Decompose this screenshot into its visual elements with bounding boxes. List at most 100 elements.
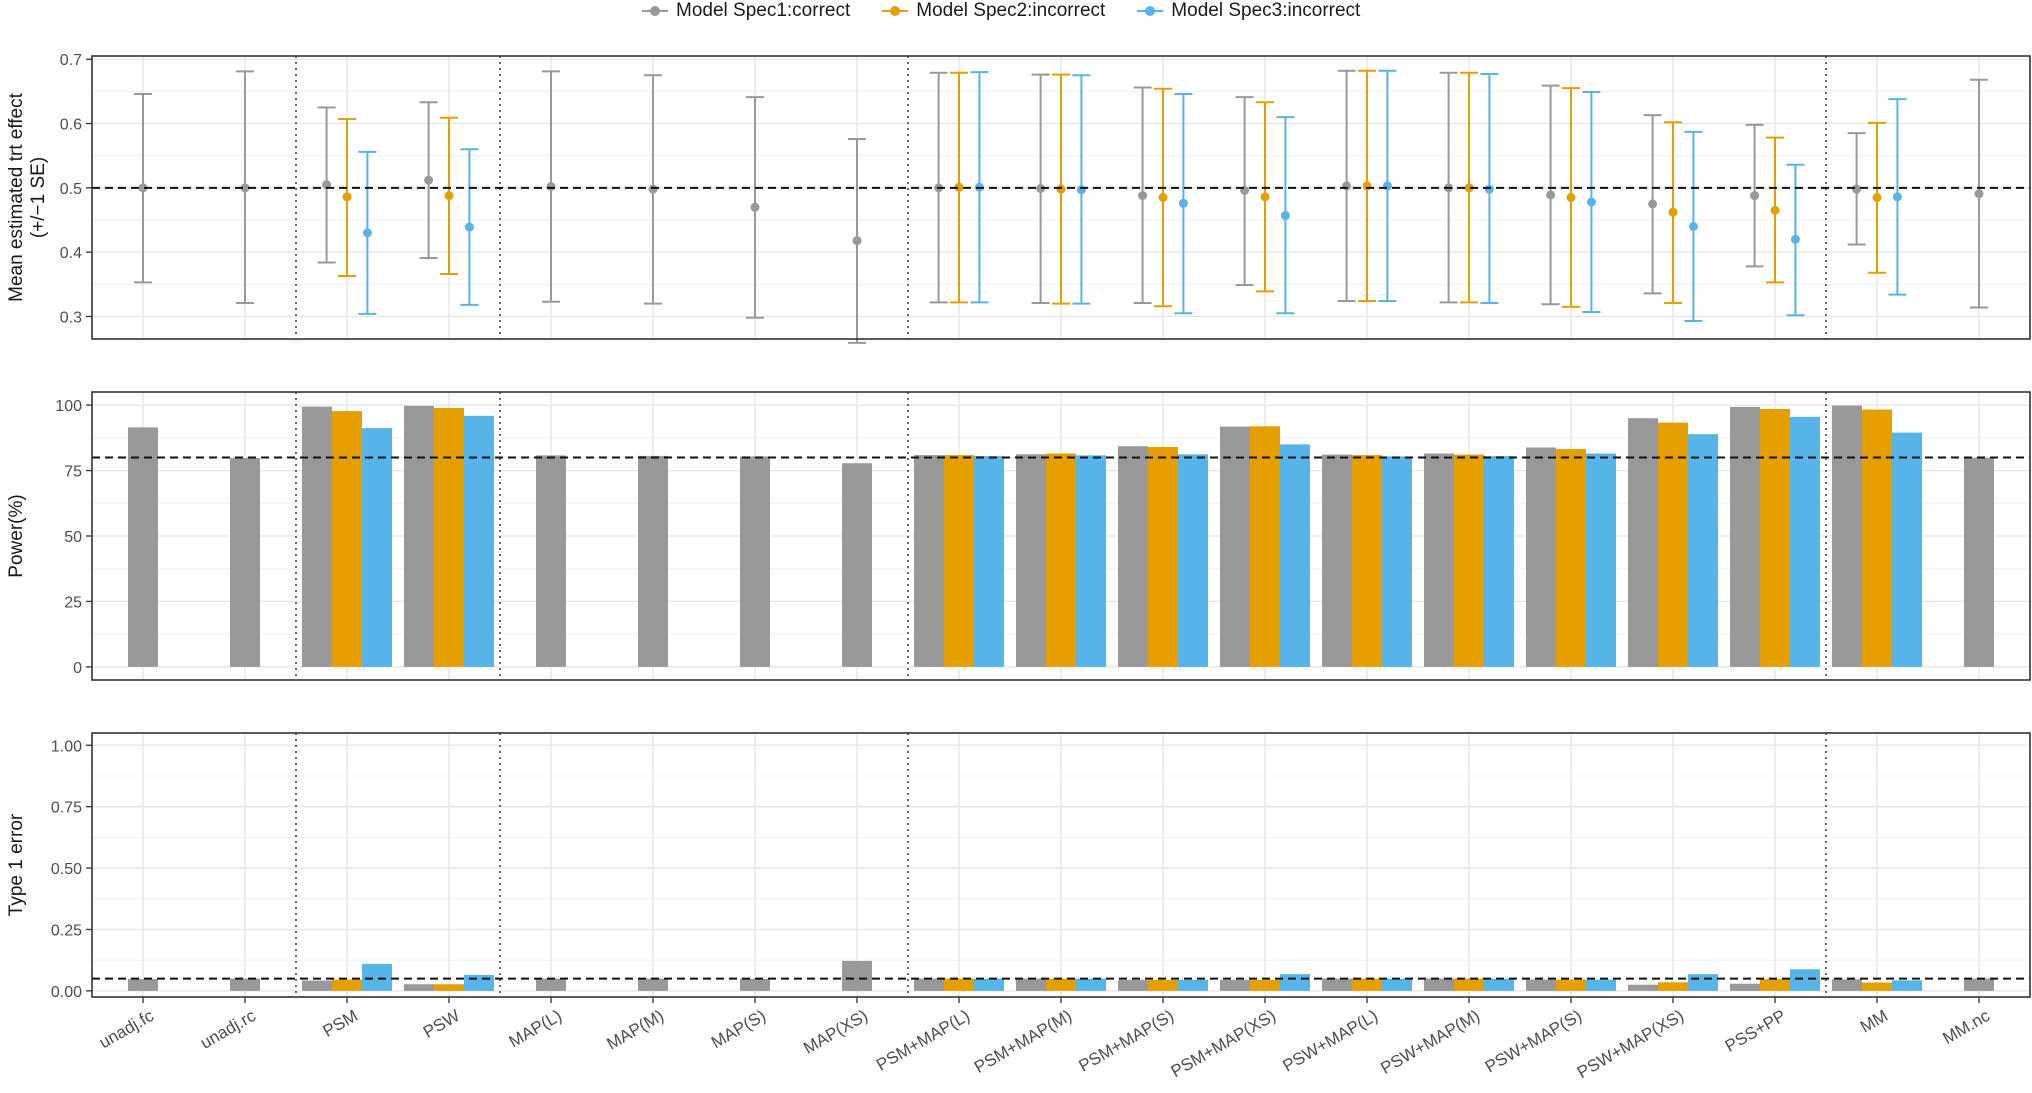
legend-key-spec2 [880,1,910,21]
panel-power: 0 25 50 75 100 Power(%) [6,391,2031,681]
x-tick-label-psm-map-xs: PSM+MAP(XS) [1168,1006,1279,1081]
legend-label-spec3: Model Spec3:incorrect [1171,0,1361,21]
bar-psw-map-l-spec1 [1322,454,1352,667]
bar-psm-map-l-spec2 [944,455,974,667]
x-tick-label-psm-map-l: PSM+MAP(L) [873,1006,973,1075]
point-map-s-spec1 [750,202,760,212]
bar-map-m-spec1 [638,978,668,991]
legend-item-spec1: Model Spec1:correct [640,0,850,22]
bar-map-l-spec1 [536,978,566,991]
bar-mm-spec2 [1862,982,1892,991]
y-tick-label: 0.6 [60,117,82,134]
point-psw-spec2 [444,191,454,201]
x-tick-label-mm-nc: MM.nc [1939,1006,1993,1048]
x-tick-label-map-m: MAP(M) [604,1006,667,1054]
bar-psw-map-s-spec3 [1586,979,1616,991]
point-psm-map-m-spec2 [1056,184,1066,194]
bar-psw-map-xs-spec1 [1628,418,1658,667]
bar-psw-map-s-spec1 [1526,447,1556,667]
point-psw-map-m-spec3 [1484,184,1494,194]
point-psw-map-xs-spec3 [1688,221,1698,231]
panel-border [91,55,2031,340]
point-psw-map-l-spec2 [1362,181,1372,191]
legend-item-spec2: Model Spec2:incorrect [880,0,1105,22]
bar-unadj-rc-spec1 [230,457,260,667]
bar-psm-map-xs-spec1 [1220,426,1250,667]
bar-psw-spec2 [434,407,464,667]
point-pss-pp-spec1 [1750,191,1760,201]
bar-unadj-fc-spec1 [128,427,158,667]
y-tick-label: 100 [55,398,82,415]
point-mm-spec2 [1872,193,1882,202]
bar-psw-map-xs-spec1 [1628,984,1658,991]
bar-psm-spec3 [362,963,392,991]
x-tick-label-psw-map-m: PSW+MAP(M) [1377,1006,1483,1078]
bar-psw-map-m-spec3 [1484,978,1514,991]
x-tick-label-unadj-rc: unadj.rc [197,1006,259,1053]
bar-psm-map-m-spec3 [1076,455,1106,667]
point-map-m-spec1 [648,184,658,194]
bar-psm-map-m-spec3 [1076,978,1106,991]
bar-psm-map-s-spec2 [1148,446,1178,667]
bar-psm-spec3 [362,428,392,667]
x-tick-label-pss-pp: PSS+PP [1722,1006,1789,1056]
point-psw-map-s-spec1 [1546,190,1556,200]
point-psw-map-xs-spec1 [1648,199,1658,209]
bar-psw-spec3 [464,415,494,667]
bar-psw-map-xs-spec2 [1658,982,1688,991]
point-psw-spec1 [424,175,434,185]
bar-psm-map-xs-spec3 [1280,974,1310,991]
bar-pss-pp-spec1 [1730,406,1760,667]
x-axis-labels: unadj.fc unadj.rc PSM PSW MAP(L) MAP(M) MAP(S)… [96,997,1993,1082]
bar-map-l-spec1 [536,455,566,667]
bar-mm-spec3 [1892,432,1922,667]
x-tick-label-psw: PSW [420,1006,463,1042]
point-mm-nc-spec1 [1974,189,1984,199]
y-tick-label: 1.00 [51,738,82,755]
bar-psm-map-xs-spec2 [1250,979,1280,991]
bar-psw-map-l-spec1 [1322,978,1352,991]
x-tick-label-psw-map-xs: PSW+MAP(XS) [1574,1006,1687,1082]
bar-psm-map-m-spec1 [1016,978,1046,991]
x-tick-label-map-xs: MAP(XS) [800,1006,871,1058]
bar-psm-spec1 [302,406,332,667]
bar-psw-map-s-spec2 [1556,449,1586,667]
legend-label-spec1: Model Spec1:correct [676,0,851,21]
bar-psm-map-m-spec1 [1016,454,1046,667]
x-tick-label-psm: PSM [320,1006,361,1041]
bar-unadj-fc-spec1 [128,979,158,991]
x-tick-label-unadj-fc: unadj.fc [96,1006,157,1052]
legend-items: Model Spec1:correct Model Spec2:incorrec… [640,0,1390,22]
point-psw-map-l-spec3 [1382,181,1392,191]
bar-psm-map-s-spec1 [1118,979,1148,991]
point-psm-map-xs-spec3 [1280,211,1290,221]
bar-psw-spec3 [464,974,494,991]
bar-psw-map-m-spec3 [1484,456,1514,667]
point-psm-map-s-spec3 [1178,198,1188,208]
point-psw-map-l-spec1 [1342,181,1352,191]
bar-psw-spec1 [404,984,434,991]
y-axis-title: Power(%) [6,494,27,577]
y-tick-label: 0.3 [60,309,82,326]
bar-pss-pp-spec3 [1790,416,1820,667]
point-psw-map-s-spec2 [1566,193,1576,202]
y-tick-label: 0.75 [51,800,82,817]
x-tick-label-psm-map-s: PSM+MAP(S) [1075,1006,1177,1076]
bar-psm-map-l-spec1 [914,978,944,991]
bar-pss-pp-spec2 [1760,979,1790,991]
point-psw-spec3 [464,222,474,232]
y-tick-label: 0.25 [51,922,82,939]
bar-psm-map-s-spec3 [1178,454,1208,667]
point-mm-spec1 [1852,184,1862,194]
bar-psw-map-m-spec2 [1454,454,1484,667]
bar-psm-map-l-spec3 [974,456,1004,667]
point-psw-map-m-spec2 [1464,183,1474,193]
bar-psm-map-l-spec3 [974,978,1004,991]
legend-key-spec3 [1135,1,1165,21]
y-tick-label: 25 [64,594,82,611]
point-unadj-rc-spec1 [240,183,250,193]
point-psm-map-s-spec2 [1158,193,1168,202]
bar-unadj-rc-spec1 [230,978,260,991]
x-tick-label-map-s: MAP(S) [708,1006,769,1052]
